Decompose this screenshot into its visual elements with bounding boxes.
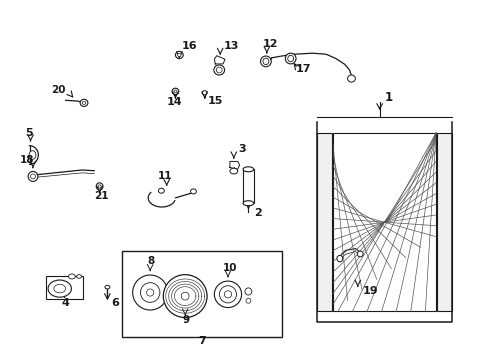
Text: 16: 16 bbox=[182, 41, 197, 50]
Ellipse shape bbox=[82, 101, 85, 104]
Text: 12: 12 bbox=[263, 39, 278, 49]
Ellipse shape bbox=[190, 189, 196, 194]
Text: 18: 18 bbox=[20, 155, 34, 165]
Text: 13: 13 bbox=[224, 41, 239, 50]
Ellipse shape bbox=[336, 255, 342, 262]
Ellipse shape bbox=[244, 288, 251, 295]
Text: 9: 9 bbox=[183, 315, 189, 325]
Text: 1: 1 bbox=[384, 91, 392, 104]
Ellipse shape bbox=[163, 275, 206, 318]
Ellipse shape bbox=[28, 171, 38, 181]
Bar bbox=[436, 133, 451, 311]
Bar bbox=[122, 251, 282, 337]
Ellipse shape bbox=[146, 289, 154, 296]
Ellipse shape bbox=[177, 53, 181, 57]
Text: 6: 6 bbox=[111, 298, 119, 309]
Ellipse shape bbox=[214, 281, 241, 307]
Ellipse shape bbox=[77, 275, 81, 278]
Text: 3: 3 bbox=[238, 144, 246, 154]
Ellipse shape bbox=[132, 275, 167, 310]
Ellipse shape bbox=[202, 91, 206, 95]
Text: 20: 20 bbox=[51, 85, 65, 95]
Ellipse shape bbox=[140, 283, 160, 302]
Text: 7: 7 bbox=[198, 336, 205, 346]
Ellipse shape bbox=[96, 183, 103, 190]
Ellipse shape bbox=[80, 99, 88, 107]
Bar bbox=[243, 169, 253, 203]
Ellipse shape bbox=[229, 168, 237, 174]
Ellipse shape bbox=[216, 67, 222, 73]
Text: 2: 2 bbox=[254, 208, 262, 218]
Ellipse shape bbox=[260, 56, 271, 67]
Text: 8: 8 bbox=[147, 256, 154, 266]
Ellipse shape bbox=[29, 151, 36, 159]
Ellipse shape bbox=[98, 185, 101, 188]
Text: 5: 5 bbox=[25, 128, 32, 138]
Ellipse shape bbox=[30, 174, 35, 179]
Ellipse shape bbox=[158, 188, 164, 193]
Ellipse shape bbox=[219, 286, 236, 303]
Ellipse shape bbox=[243, 167, 253, 172]
Ellipse shape bbox=[68, 274, 75, 279]
Text: 11: 11 bbox=[158, 171, 172, 181]
Ellipse shape bbox=[243, 201, 253, 206]
Ellipse shape bbox=[181, 292, 189, 300]
Ellipse shape bbox=[263, 58, 268, 64]
Ellipse shape bbox=[105, 285, 110, 289]
Text: 10: 10 bbox=[223, 263, 237, 273]
Ellipse shape bbox=[224, 291, 231, 298]
Ellipse shape bbox=[347, 75, 355, 82]
Text: 19: 19 bbox=[362, 286, 378, 296]
Text: 15: 15 bbox=[207, 95, 223, 105]
Text: 17: 17 bbox=[295, 64, 311, 74]
Text: 21: 21 bbox=[94, 191, 108, 201]
Ellipse shape bbox=[175, 51, 183, 59]
Text: 4: 4 bbox=[61, 298, 69, 309]
Ellipse shape bbox=[172, 88, 179, 95]
Text: 14: 14 bbox=[166, 97, 182, 107]
Circle shape bbox=[54, 284, 65, 293]
Ellipse shape bbox=[245, 298, 250, 303]
Ellipse shape bbox=[285, 53, 295, 64]
Ellipse shape bbox=[357, 251, 363, 257]
Bar bbox=[46, 276, 83, 298]
Ellipse shape bbox=[213, 65, 224, 75]
Ellipse shape bbox=[287, 55, 293, 62]
Circle shape bbox=[48, 280, 71, 297]
Ellipse shape bbox=[174, 90, 177, 93]
Bar bbox=[317, 133, 331, 311]
Bar bbox=[332, 133, 435, 311]
